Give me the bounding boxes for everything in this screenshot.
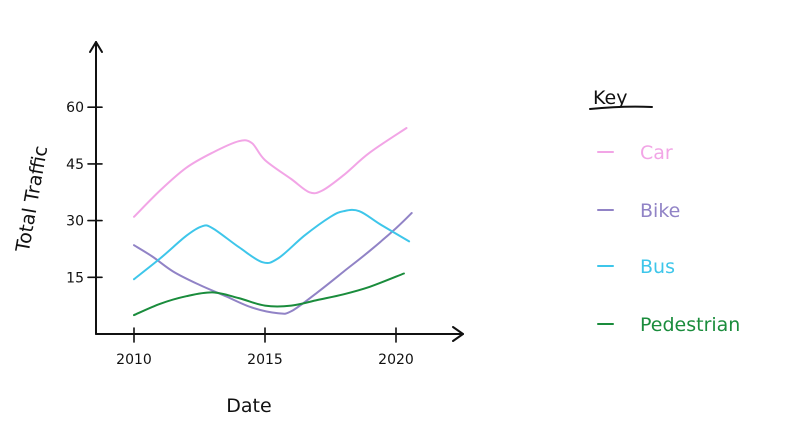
series-line-bike [133,212,413,315]
legend-item-bike: Bike [597,200,680,222]
x-tick-label: 2020 [378,352,414,368]
x-axis-arrowhead [452,326,464,342]
x-tick-label: 2010 [116,352,152,368]
legend-item-pedestrian: Pedestrian [597,314,740,336]
y-axis-arrowhead [89,41,103,53]
y-tick-label: 15 [66,270,84,286]
x-axis-title: Date [226,395,271,417]
legend-item-bus: Bus [597,256,675,278]
series-line-bus [133,208,411,281]
legend-label: Bike [640,200,680,222]
series-line-pedestrian [133,272,405,317]
y-tick-label: 60 [66,100,84,116]
legend-item-car: Car [597,142,673,164]
y-tick-label: 30 [66,214,84,230]
legend: Key Car Bike Bus Pedestrian [589,87,740,336]
y-axis-title: Total Traffic [12,144,53,255]
x-tick-label: 2015 [247,352,283,368]
legend-label: Bus [640,256,675,278]
legend-label: Car [640,142,673,164]
series-line-car [133,127,408,218]
series-layer [133,127,413,317]
legend-title: Key [593,87,627,109]
legend-label: Pedestrian [640,314,740,336]
y-tick-label: 45 [66,157,84,173]
legend-title-underline [589,105,653,110]
